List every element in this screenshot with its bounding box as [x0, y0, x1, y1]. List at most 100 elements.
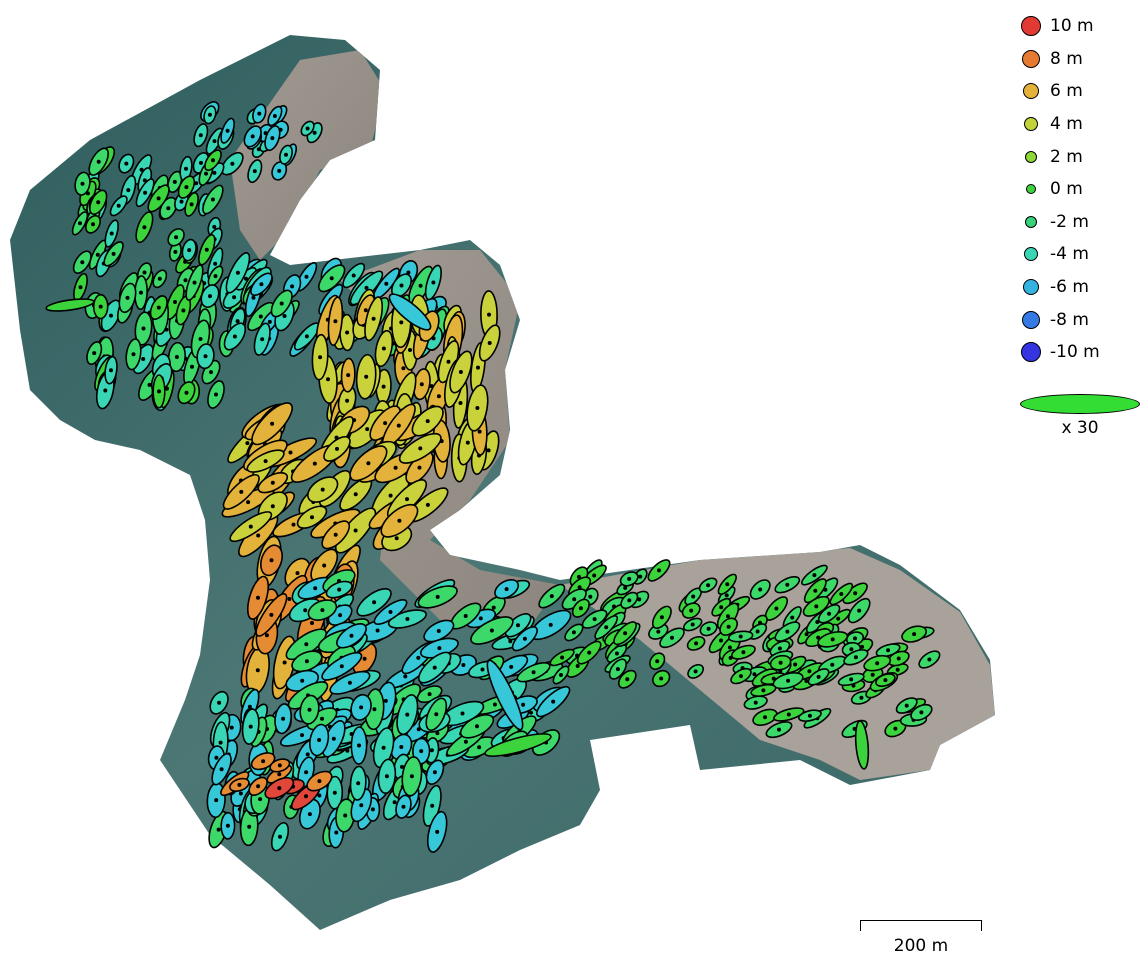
camera-position-dot [211, 158, 215, 163]
camera-position-dot [78, 221, 82, 226]
camera-position-dot [919, 710, 924, 715]
camera-position-dot [359, 705, 364, 710]
camera-position-dot [141, 326, 146, 331]
camera-position-dot [739, 674, 743, 679]
camera-position-dot [458, 401, 463, 405]
camera-position-dot [627, 598, 632, 603]
camera-position-dot [706, 583, 711, 588]
camera-position-dot [166, 206, 171, 211]
camera-error-ellipses [45, 101, 941, 853]
legend-item: -8 m [1018, 303, 1142, 336]
camera-position-dot [753, 700, 758, 705]
camera-position-dot [793, 662, 798, 667]
legend-label: -8 m [1050, 309, 1089, 330]
camera-position-dot [463, 614, 468, 618]
legend-swatch [1021, 342, 1041, 363]
camera-position-dot [588, 594, 593, 599]
camera-position-dot [207, 112, 212, 117]
camera-position-dot [80, 260, 85, 265]
camera-position-dot [435, 829, 440, 834]
camera-position-dot [416, 655, 421, 660]
camera-position-dot [774, 606, 779, 611]
camera-position-dot [304, 659, 309, 664]
camera-position-dot [279, 301, 284, 306]
camera-position-dot [248, 524, 253, 529]
camera-position-dot [480, 667, 485, 672]
camera-position-dot [430, 803, 435, 808]
camera-position-dot [351, 273, 356, 278]
camera-position-dot [904, 703, 909, 708]
camera-position-dot [204, 247, 209, 252]
camera-position-dot [614, 651, 619, 656]
camera-position-dot [381, 384, 386, 389]
camera-position-dot [198, 133, 203, 138]
camera-position-dot [383, 421, 388, 426]
camera-position-dot [446, 359, 451, 364]
camera-position-dot [435, 731, 440, 736]
camera-position-dot [875, 661, 880, 666]
camera-position-dot [406, 270, 411, 275]
camera-position-dot [277, 786, 282, 791]
camera-position-dot [627, 576, 632, 581]
camera-position-dot [724, 593, 729, 598]
legend-item: -10 m [1018, 336, 1142, 369]
camera-position-dot [251, 295, 256, 300]
legend-item: 8 m [1018, 43, 1142, 76]
camera-position-dot [281, 716, 286, 721]
camera-position-dot [248, 724, 253, 729]
camera-position-dot [425, 502, 430, 507]
legend-item: 10 m [1018, 10, 1142, 43]
camera-position-dot [460, 711, 465, 716]
camera-position-dot [401, 804, 406, 809]
camera-position-dot [131, 352, 136, 357]
camera-position-dot [364, 374, 369, 379]
camera-position-dot [353, 492, 358, 497]
camera-position-dot [199, 160, 203, 165]
legend-item: 2 m [1018, 140, 1142, 173]
camera-position-dot [587, 650, 592, 655]
camera-position-dot [849, 677, 854, 682]
camera-position-dot [263, 459, 268, 464]
camera-position-dot [548, 622, 553, 627]
legend-swatch [1023, 279, 1039, 296]
camera-position-dot [853, 655, 858, 660]
camera-position-dot [364, 285, 369, 290]
camera-position-dot [839, 592, 844, 596]
camera-position-dot [214, 392, 218, 397]
camera-position-dot [326, 377, 330, 382]
camera-position-dot [758, 587, 763, 592]
camera-position-dot [184, 390, 189, 395]
camera-position-dot [405, 712, 410, 717]
camera-position-dot [109, 231, 114, 236]
camera-position-dot [213, 274, 218, 279]
camera-position-dot [303, 608, 308, 613]
legend-swatch [1024, 247, 1038, 262]
camera-position-dot [277, 772, 282, 777]
camera-position-dot [388, 493, 393, 498]
camera-position-dot [401, 366, 406, 371]
camera-position-dot [156, 196, 161, 201]
camera-position-dot [388, 610, 393, 614]
camera-position-dot [741, 650, 746, 655]
legend-swatch [1021, 16, 1041, 37]
camera-position-dot [343, 813, 348, 818]
camera-position-dot [209, 370, 213, 375]
camera-position-dot [277, 168, 282, 173]
camera-position-dot [813, 588, 818, 593]
camera-position-dot [396, 423, 401, 428]
camera-position-dot [217, 700, 222, 705]
camera-position-dot [173, 300, 177, 304]
camera-position-dot [785, 629, 790, 634]
legend-item: 4 m [1018, 108, 1142, 141]
camera-position-dot [307, 707, 312, 712]
camera-position-dot [375, 628, 380, 633]
camera-position-dot [362, 656, 367, 661]
camera-position-dot [726, 614, 730, 619]
camera-position-dot [778, 660, 783, 665]
camera-position-dot [305, 126, 310, 131]
camera-position-dot [334, 830, 339, 835]
camera-position-dot [269, 612, 274, 617]
camera-position-dot [655, 659, 660, 664]
camera-position-dot [383, 698, 388, 703]
